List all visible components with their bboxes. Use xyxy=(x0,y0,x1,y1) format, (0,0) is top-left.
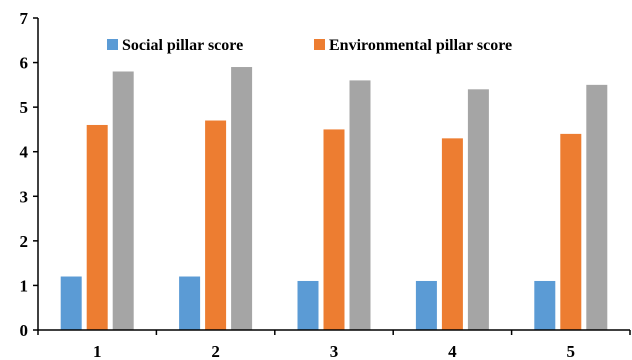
y-ticks-group: 0 1 2 3 4 5 6 7 xyxy=(20,9,38,340)
x-tick-label: 4 xyxy=(448,342,457,360)
y-tick-label: 1 xyxy=(20,276,29,295)
bar-series-1-category-2 xyxy=(179,276,201,330)
x-tick-label: 1 xyxy=(93,342,102,360)
x-ticks-group: 1 2 3 4 5 xyxy=(37,330,631,360)
bar-series-2-category-3 xyxy=(323,129,345,330)
bar-series-1-category-5 xyxy=(534,280,556,330)
axes-group xyxy=(37,18,630,331)
bar-series-3-category-4 xyxy=(467,89,489,330)
bar-series-3-category-5 xyxy=(586,84,608,330)
y-tick-label: 0 xyxy=(20,321,29,340)
x-tick-label: 3 xyxy=(330,342,339,360)
bar-series-1-category-3 xyxy=(297,280,319,330)
x-tick-label: 5 xyxy=(567,342,576,360)
legend-swatch-social xyxy=(107,39,118,50)
bars-group xyxy=(60,67,608,331)
bar-series-3-category-1 xyxy=(112,71,134,330)
legend: Social pillar score Environmental pillar… xyxy=(107,37,512,54)
bar-series-3-category-3 xyxy=(349,80,371,331)
y-tick-label: 4 xyxy=(20,143,29,162)
bar-series-2-category-5 xyxy=(560,133,582,330)
legend-swatch-environmental xyxy=(314,39,325,50)
y-tick-label: 6 xyxy=(20,54,29,73)
bar-series-2-category-2 xyxy=(205,120,227,330)
y-tick-label: 2 xyxy=(20,232,29,251)
bar-series-1-category-1 xyxy=(60,276,82,330)
y-tick-label: 5 xyxy=(20,98,29,117)
y-tick-label: 7 xyxy=(20,9,29,28)
x-tick-label: 2 xyxy=(211,342,220,360)
y-tick-label: 3 xyxy=(20,187,29,206)
bar-series-2-category-1 xyxy=(86,124,108,330)
bar-series-3-category-2 xyxy=(231,67,253,331)
bar-series-1-category-4 xyxy=(415,280,437,330)
legend-label-environmental: Environmental pillar score xyxy=(329,37,512,54)
bar-series-2-category-4 xyxy=(441,138,463,330)
legend-label-social: Social pillar score xyxy=(122,37,243,54)
